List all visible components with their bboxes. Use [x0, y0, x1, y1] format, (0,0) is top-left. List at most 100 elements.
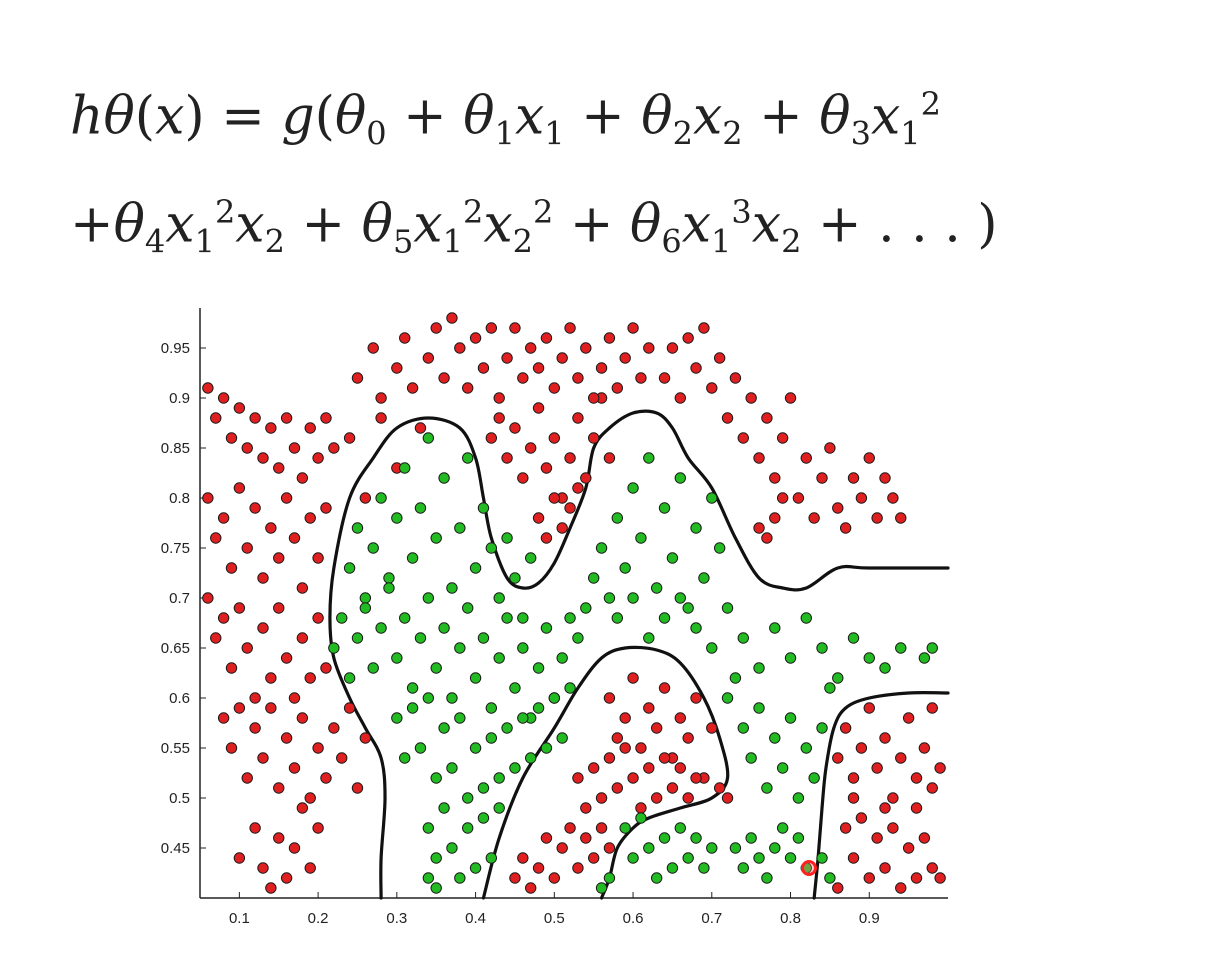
- data-point: [233, 852, 246, 864]
- data-point: [367, 662, 379, 674]
- data-point: [312, 822, 324, 834]
- data-point: [288, 532, 301, 544]
- formula-line-2: +θ4x12x2 + θ5x12x22 + θ6x13x2 + . . . ): [70, 193, 998, 261]
- data-point: [918, 652, 931, 664]
- x-tick-label: 0.5: [544, 910, 565, 927]
- data-point: [580, 802, 592, 814]
- data-point: [556, 652, 568, 664]
- data-point: [477, 632, 490, 644]
- data-point: [603, 592, 616, 604]
- data-point: [839, 722, 852, 734]
- data-point: [375, 392, 387, 404]
- data-point: [784, 652, 797, 664]
- data-point: [863, 872, 875, 884]
- data-point: [690, 692, 702, 704]
- data-point: [635, 742, 647, 754]
- data-point: [698, 322, 710, 334]
- data-point: [406, 552, 419, 564]
- data-point: [595, 792, 608, 804]
- data-point: [430, 772, 442, 784]
- data-point: [595, 362, 608, 374]
- data-point: [737, 722, 749, 734]
- data-point: [359, 592, 372, 604]
- data-point: [422, 432, 435, 444]
- data-point: [690, 622, 702, 634]
- data-point: [674, 592, 686, 604]
- data-point: [446, 842, 458, 854]
- data-point: [832, 752, 844, 764]
- data-point: [501, 532, 513, 544]
- data-point: [430, 322, 442, 334]
- data-point: [454, 712, 466, 724]
- data-point: [296, 802, 309, 814]
- data-point: [643, 342, 655, 354]
- data-point: [895, 882, 907, 894]
- data-point: [343, 432, 356, 444]
- data-point: [784, 392, 797, 404]
- y-tick-label: 0.55: [161, 740, 190, 757]
- data-point: [603, 332, 616, 344]
- data-point: [611, 612, 624, 624]
- data-point: [627, 672, 639, 684]
- data-point: [422, 872, 435, 884]
- data-point: [414, 632, 427, 644]
- data-point: [729, 372, 742, 384]
- data-point: [399, 332, 411, 344]
- data-point: [737, 632, 749, 644]
- data-point: [587, 432, 600, 444]
- data-point: [517, 372, 529, 384]
- data-point: [517, 712, 529, 724]
- data-point: [769, 732, 781, 744]
- data-point: [304, 422, 316, 434]
- data-point: [509, 762, 521, 774]
- data-point: [658, 832, 671, 844]
- data-point: [273, 832, 285, 844]
- data-point: [233, 702, 246, 714]
- data-point: [635, 802, 647, 814]
- data-point: [477, 782, 490, 794]
- data-point: [351, 782, 364, 794]
- data-point: [611, 382, 624, 394]
- data-point: [643, 762, 655, 774]
- data-point: [414, 422, 427, 434]
- data-point: [619, 352, 631, 364]
- data-point: [241, 442, 253, 454]
- data-point: [627, 852, 639, 864]
- data-point: [635, 812, 647, 824]
- x-tick-label: 0.6: [623, 910, 644, 927]
- data-point: [871, 762, 883, 774]
- data-point: [422, 592, 435, 604]
- data-point: [210, 632, 222, 644]
- data-point: [438, 622, 450, 634]
- data-point: [595, 542, 608, 554]
- data-point: [414, 742, 427, 754]
- data-point: [509, 872, 521, 884]
- data-point: [792, 792, 805, 804]
- data-point: [580, 602, 592, 614]
- data-point: [233, 402, 246, 414]
- data-point: [509, 572, 521, 584]
- data-point: [454, 342, 466, 354]
- data-point: [548, 432, 561, 444]
- data-point: [336, 612, 348, 624]
- data-point: [776, 822, 789, 834]
- data-point: [926, 782, 938, 794]
- data-point: [918, 742, 931, 754]
- data-point: [839, 822, 852, 834]
- data-point: [430, 662, 442, 674]
- data-point: [753, 702, 765, 714]
- data-point: [462, 822, 474, 834]
- data-point: [430, 882, 442, 894]
- data-point: [580, 472, 592, 484]
- data-point: [737, 862, 749, 874]
- data-point: [658, 372, 671, 384]
- x-tick-label: 0.9: [859, 910, 880, 927]
- data-point: [847, 472, 860, 484]
- data-point: [320, 662, 332, 674]
- data-point: [745, 752, 757, 764]
- x-tick-label: 0.4: [465, 910, 486, 927]
- data-points: [202, 312, 946, 894]
- data-point: [280, 492, 293, 504]
- data-point: [304, 862, 316, 874]
- data-point: [627, 322, 639, 334]
